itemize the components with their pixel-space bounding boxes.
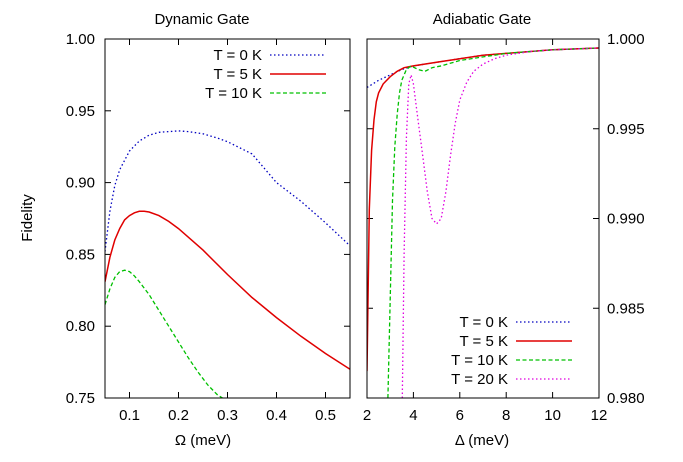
series-line-t-5-k bbox=[105, 210, 350, 370]
series-line-t-5-k bbox=[367, 47, 599, 372]
legend-label: T = 5 K bbox=[213, 66, 262, 83]
x-tick-label: 4 bbox=[409, 407, 417, 424]
dynamic-gate-ticks: 0.1 0.2 0.3 0.4 0.5 0.75 0.80 0.85 0.90 0.95 1.00 bbox=[66, 31, 350, 424]
y-tick-label: 0.985 bbox=[607, 300, 645, 317]
y-tick-label: 1.000 bbox=[607, 31, 645, 48]
y-tick-label: 0.75 bbox=[66, 390, 95, 407]
dynamic-gate-title: Dynamic Gate bbox=[154, 11, 249, 28]
adiabatic-gate-panel: Adiabatic Gate Δ (meV) 2 4 6 8 10 120.980 0.98… bbox=[363, 11, 645, 449]
x-tick-label: 12 bbox=[591, 407, 608, 424]
dynamic-gate-ylabel: Fidelity bbox=[19, 194, 36, 242]
legend-label: T = 10 K bbox=[451, 352, 508, 369]
series-line-t-10-k bbox=[387, 47, 599, 398]
dynamic-gate-series bbox=[105, 130, 350, 398]
y-tick-label: 0.990 bbox=[607, 211, 645, 228]
series-line-t-0-k bbox=[367, 47, 599, 89]
x-tick-label: 0.2 bbox=[168, 407, 189, 424]
legend-label: T = 20 K bbox=[451, 371, 508, 388]
legend-label: T = 5 K bbox=[459, 333, 508, 350]
x-tick-label: 10 bbox=[544, 407, 561, 424]
series-line-t-20-k bbox=[401, 47, 599, 398]
legend-label: T = 0 K bbox=[459, 314, 508, 331]
y-tick-label: 0.80 bbox=[66, 318, 95, 335]
x-tick-label: 0.3 bbox=[217, 407, 238, 424]
dynamic-gate-xlabel: Ω (meV) bbox=[175, 432, 231, 449]
adiabatic-gate-xlabel: Δ (meV) bbox=[455, 432, 509, 449]
dynamic-gate-panel: Dynamic Gate Fidelity Ω (meV) 0.1 0.2 0.3 0… bbox=[19, 11, 351, 449]
y-tick-label: 0.85 bbox=[66, 246, 95, 263]
legend-label: T = 0 K bbox=[213, 47, 262, 64]
adiabatic-gate-series bbox=[367, 47, 599, 398]
adiabatic-gate-legend: T = 0 K T = 5 K T = 10 K T = 20 K bbox=[451, 314, 572, 388]
adiabatic-gate-ticks: 2 4 6 8 10 120.980 0.985 0.990 0.995 1.000 bbox=[363, 31, 645, 424]
series-line-t-10-k bbox=[105, 269, 223, 398]
y-tick-label: 0.980 bbox=[607, 390, 645, 407]
y-tick-label: 0.995 bbox=[607, 121, 645, 138]
x-tick-label: 2 bbox=[363, 407, 371, 424]
y-tick-label: 0.95 bbox=[66, 103, 95, 120]
x-tick-label: 0.5 bbox=[315, 407, 336, 424]
dynamic-gate-frame bbox=[104, 38, 351, 399]
x-tick-label: 8 bbox=[502, 407, 510, 424]
dynamic-gate-legend: T = 0 K T = 5 K T = 10 K bbox=[205, 47, 326, 102]
adiabatic-gate-title: Adiabatic Gate bbox=[433, 11, 531, 28]
series-line-t-0-k bbox=[105, 130, 350, 252]
y-tick-label: 1.00 bbox=[66, 31, 95, 48]
x-tick-label: 0.1 bbox=[119, 407, 140, 424]
x-tick-label: 0.4 bbox=[266, 407, 287, 424]
adiabatic-gate-frame bbox=[366, 38, 600, 399]
x-tick-label: 6 bbox=[456, 407, 464, 424]
legend-label: T = 10 K bbox=[205, 85, 262, 102]
y-tick-label: 0.90 bbox=[66, 175, 95, 192]
